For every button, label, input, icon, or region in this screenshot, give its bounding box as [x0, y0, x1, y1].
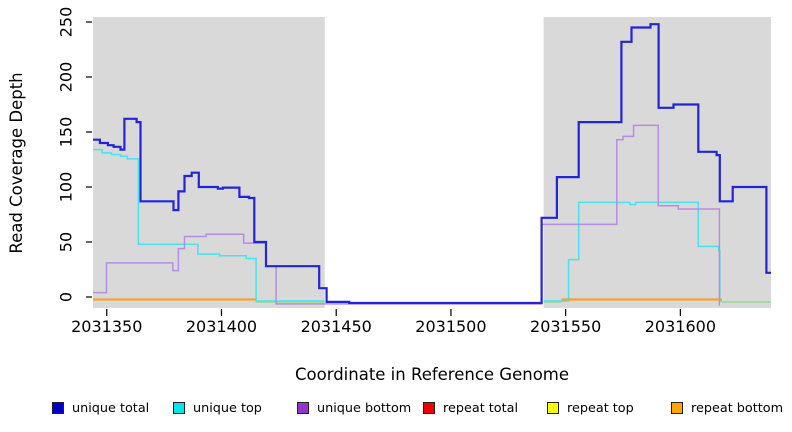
x-tick-label: 2031350 — [71, 317, 142, 336]
legend-label: unique bottom — [317, 400, 412, 416]
legend-item-repeat-total: repeat total — [423, 399, 518, 417]
x-axis-title: Coordinate in Reference Genome — [295, 365, 569, 384]
legend-label: repeat bottom — [691, 400, 784, 416]
repeat-bottom-swatch — [671, 402, 683, 414]
panel-background-left — [93, 17, 325, 308]
unique-total-swatch — [52, 402, 64, 414]
y-tick-label: 100 — [57, 172, 76, 203]
y-tick-label: 0 — [57, 292, 76, 302]
panel-background-right — [543, 17, 771, 308]
legend-item-unique-top: unique top — [173, 399, 262, 417]
repeat-total-swatch — [423, 402, 435, 414]
coverage-chart: 2031350 2031400 2031450 2031500 2031550 20316… — [7, 7, 771, 384]
repeat-top-swatch — [547, 402, 559, 414]
legend-item-unique-total: unique total — [52, 399, 149, 417]
x-tick-label: 2031600 — [645, 317, 716, 336]
legend-item-repeat-bottom: repeat bottom — [671, 399, 783, 417]
x-tick-label: 2031450 — [301, 317, 372, 336]
unique-top-swatch — [173, 402, 185, 414]
legend-label: repeat top — [567, 400, 634, 416]
y-tick-label: 200 — [57, 62, 76, 93]
chart-legend: unique total unique top unique bottom repea… — [0, 399, 792, 421]
legend-label: unique top — [193, 400, 262, 416]
legend-label: repeat total — [443, 400, 519, 416]
x-tick-label: 2031500 — [415, 317, 486, 336]
unique-total-line — [93, 23, 771, 305]
x-tick-label: 2031550 — [530, 317, 601, 336]
y-tick-label: 150 — [57, 117, 76, 148]
x-tick-label: 2031400 — [186, 317, 257, 336]
y-tick-label: 50 — [57, 232, 76, 252]
legend-label: unique total — [72, 400, 150, 416]
unique-bottom-line — [93, 124, 721, 306]
unique-bottom-swatch — [297, 402, 309, 414]
legend-item-unique-bottom: unique bottom — [297, 399, 411, 417]
y-tick-label: 250 — [57, 7, 76, 38]
y-axis-title: Read Coverage Depth — [7, 72, 26, 253]
unique-top-line — [93, 148, 325, 302]
legend-item-repeat-top: repeat top — [547, 399, 634, 417]
